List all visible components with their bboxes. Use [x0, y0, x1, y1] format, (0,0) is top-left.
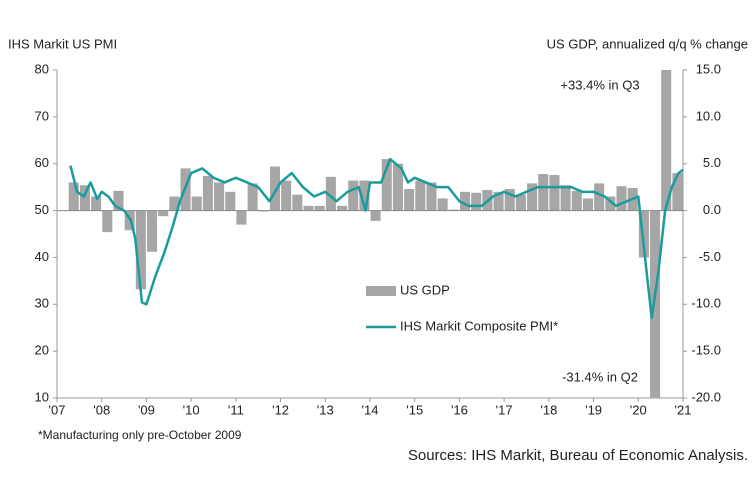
- bar: [146, 210, 158, 252]
- y2-tick-label: 15.0: [696, 61, 721, 76]
- x-tick-label: '21: [675, 402, 692, 417]
- bar: [404, 189, 415, 211]
- bar: [493, 191, 504, 211]
- bar: [392, 163, 403, 211]
- x-tick-label: '15: [406, 402, 423, 417]
- x-tick-label: '19: [585, 402, 602, 417]
- pmi-line: [69, 157, 683, 320]
- bar: [426, 182, 437, 211]
- bar: [236, 210, 247, 225]
- bar: [158, 210, 169, 217]
- bar: [68, 182, 79, 211]
- y-tick-label: 30: [35, 296, 49, 311]
- bar: [169, 196, 180, 211]
- x-tick-label: '08: [93, 402, 110, 417]
- source: Sources: IHS Markit, Bureau of Economic …: [408, 447, 748, 464]
- bar: [672, 173, 683, 211]
- bar: [471, 192, 482, 211]
- x-tick-label: '20: [630, 402, 647, 417]
- x-tick-label: '18: [540, 402, 557, 417]
- footnote: *Manufacturing only pre-October 2009: [38, 428, 242, 442]
- bar: [381, 159, 392, 211]
- bar: [560, 185, 571, 211]
- y-axis-title: IHS Markit US PMI: [8, 36, 117, 51]
- annotation: +33.4% in Q3: [560, 77, 639, 92]
- bar: [79, 185, 90, 211]
- bar: [359, 180, 370, 211]
- bar: [549, 174, 560, 211]
- bar: [616, 186, 627, 211]
- y2-tick-label: -5.0: [699, 249, 721, 264]
- x-tick-label: '07: [49, 402, 66, 417]
- bar: [102, 210, 113, 233]
- bar: [314, 205, 325, 211]
- bar: [269, 166, 281, 211]
- y2-axis-title: US GDP, annualized q/q % change: [547, 36, 748, 51]
- y-tick-label: 80: [35, 61, 49, 76]
- bar: [661, 70, 672, 211]
- y2-tick-label: 10.0: [696, 108, 721, 123]
- bar: [214, 182, 225, 211]
- bar: [281, 180, 292, 211]
- y-tick-label: 70: [35, 108, 49, 123]
- legend-label: IHS Markit Composite PMI*: [400, 318, 558, 333]
- x-tick-label: '16: [451, 402, 468, 417]
- bar: [605, 196, 616, 211]
- y2-tick-label: -20.0: [691, 389, 721, 404]
- x-tick-label: '09: [138, 402, 155, 417]
- bar: [415, 180, 426, 211]
- x-tick-label: '14: [362, 402, 379, 417]
- y2-tick-label: -15.0: [691, 343, 721, 358]
- bar: [348, 180, 359, 211]
- bar: [113, 190, 124, 211]
- bar: [225, 191, 236, 211]
- y2-tick-label: -10.0: [691, 296, 721, 311]
- bar: [650, 210, 661, 398]
- bar: [292, 194, 303, 211]
- y-tick-label: 20: [35, 343, 49, 358]
- bar: [515, 194, 526, 211]
- x-tick-label: '12: [272, 402, 289, 417]
- bar: [582, 198, 594, 211]
- bar: [303, 205, 314, 211]
- x-tick-label: '13: [317, 402, 334, 417]
- y-tick-label: 60: [35, 155, 49, 170]
- bar: [538, 174, 549, 211]
- legend-label: US GDP: [400, 282, 450, 297]
- x-tick-label: '10: [183, 402, 200, 417]
- bar: [337, 205, 348, 211]
- bar: [459, 191, 471, 211]
- bar: [638, 210, 649, 258]
- bar: [91, 196, 102, 211]
- y2-tick-label: 0.0: [703, 202, 721, 217]
- bar: [594, 183, 605, 211]
- x-tick-label: '17: [496, 402, 513, 417]
- annotation: -31.4% in Q2: [562, 369, 638, 384]
- bar: [135, 210, 146, 290]
- bar: [571, 190, 582, 211]
- bar: [247, 183, 258, 211]
- y-tick-label: 40: [35, 249, 49, 264]
- bar: [191, 196, 202, 211]
- y2-tick-label: 5.0: [703, 155, 721, 170]
- bar: [437, 198, 448, 211]
- bar: [527, 183, 538, 211]
- bar: [370, 210, 381, 221]
- x-tick-label: '11: [228, 402, 244, 417]
- bar: [504, 189, 515, 211]
- plot-area: [57, 70, 683, 398]
- bar: [325, 176, 336, 211]
- y-tick-label: 10: [35, 389, 49, 404]
- y-tick-label: 50: [35, 202, 49, 217]
- legend-swatch: [366, 286, 396, 296]
- bar: [202, 175, 213, 211]
